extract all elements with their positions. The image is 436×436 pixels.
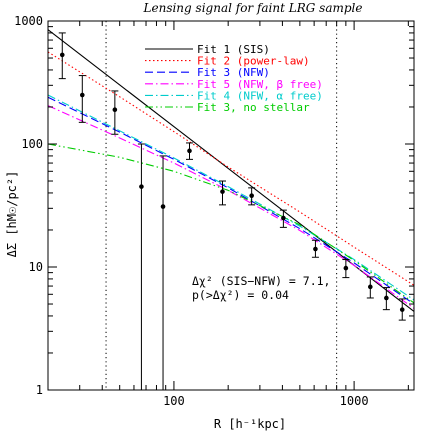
series-line-4 [48, 105, 414, 309]
x-tick-label-1: 100 [163, 394, 185, 408]
data-point-9 [281, 215, 286, 221]
data-point-7 [220, 189, 225, 194]
data-point-10 [313, 246, 318, 252]
legend-label-2: Fit 2 (power-law) [197, 55, 310, 68]
legend-label-5: Fit 4 (NFW, α free) [197, 89, 323, 102]
data-point-2 [79, 92, 85, 98]
data-point-3 [112, 107, 118, 113]
plot-frame [47, 20, 415, 391]
series-line-6 [48, 143, 414, 304]
legend-label-6: Fit 3, no stellar [197, 101, 310, 114]
fit-curves [48, 29, 414, 312]
data-point-6 [187, 148, 192, 154]
plot-border [47, 20, 415, 391]
y-tick-label-1: 1 [36, 383, 43, 397]
data-point-4 [139, 184, 144, 189]
data-point-12 [368, 284, 373, 290]
data-point-5 [160, 204, 166, 209]
reference-lines [105, 21, 338, 390]
data-points [58, 32, 406, 390]
chart-title: Lensing signal for faint LRG sample [143, 1, 363, 15]
series-line-5 [48, 94, 414, 301]
data-point-13 [384, 295, 389, 301]
data-point-1 [59, 52, 65, 58]
series-line-2 [48, 51, 414, 286]
x-axis-title: R [h⁻¹kpc] [214, 417, 286, 431]
y-tick-label-2: 10 [29, 260, 43, 274]
data-point-8 [249, 193, 254, 198]
annotation-line-2: p(>Δχ²) = 0.04 [192, 288, 289, 302]
y-tick-label-3: 100 [21, 137, 43, 151]
legend-label-4: Fit 5 (NFW, β free) [197, 78, 323, 91]
x-tick-label-2: 1000 [340, 394, 369, 408]
legend-label-1: Fit 1 (SIS) [197, 43, 270, 56]
y-tick-label-4: 1000 [14, 14, 43, 28]
data-point-11 [343, 265, 349, 271]
axis-ticks: 100 1000 1 10 100 1000 [14, 14, 414, 408]
legend-label-3: Fit 3 (NFW) [197, 66, 270, 79]
data-point-14 [399, 307, 405, 312]
annotation-line-1: Δχ² (SIS−NFW) = 7.1, [192, 274, 330, 288]
series-line-3 [48, 96, 414, 305]
legend: Fit 1 (SIS)Fit 2 (power-law)Fit 3 (NFW)F… [145, 43, 323, 114]
y-axis-title: ΔΣ [hM☉/pc²] [5, 171, 19, 258]
